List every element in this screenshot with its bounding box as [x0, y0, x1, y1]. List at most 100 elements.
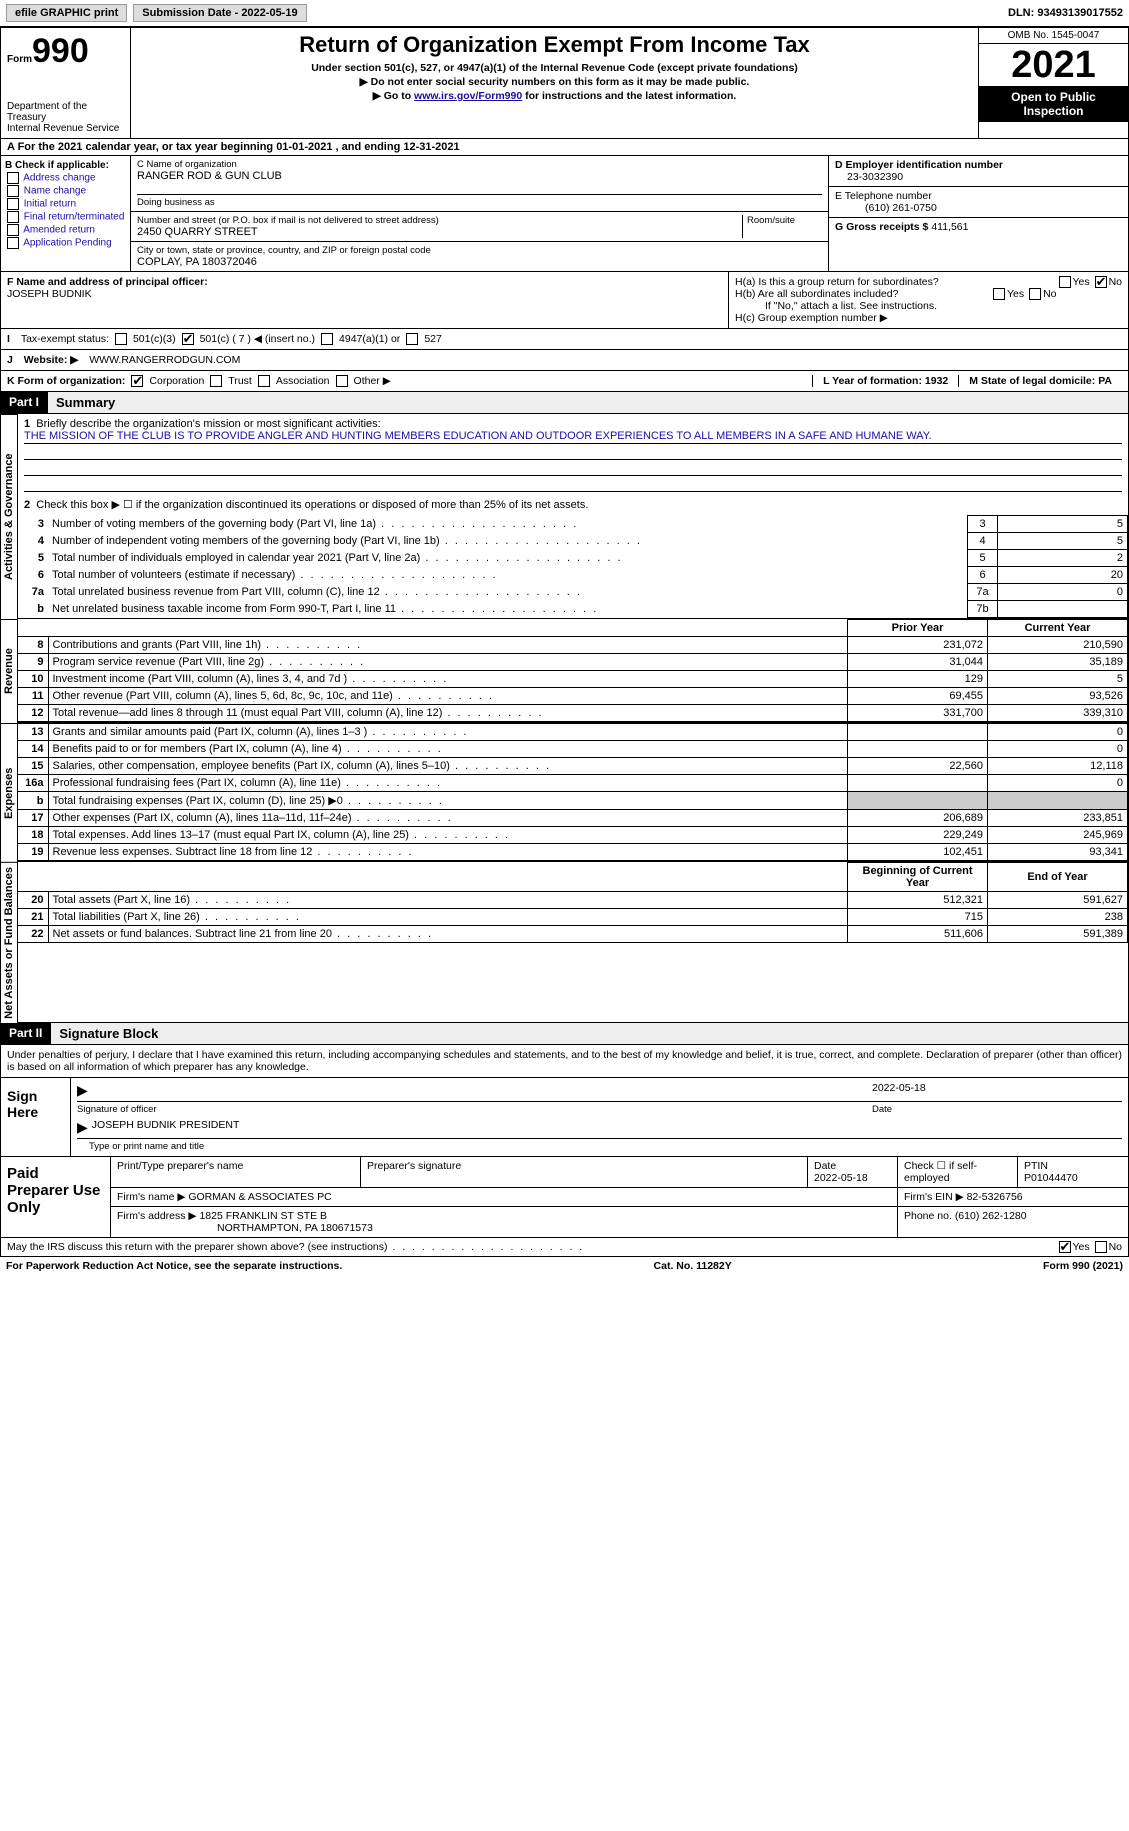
year-formation: L Year of formation: 1932	[812, 375, 958, 387]
k-label: K Form of organization:	[7, 375, 125, 387]
signature-block: Under penalties of perjury, I declare th…	[0, 1045, 1129, 1157]
table-row: 8 Contributions and grants (Part VIII, l…	[18, 637, 1128, 654]
preparer-row-2: Firm's name ▶ GORMAN & ASSOCIATES PC Fir…	[111, 1188, 1128, 1207]
lbl-527: 527	[424, 333, 442, 345]
lbl-501c: 501(c) ( 7 ) ◀ (insert no.)	[200, 333, 315, 345]
prep-sig-label: Preparer's signature	[361, 1157, 808, 1187]
discuss-text: May the IRS discuss this return with the…	[7, 1241, 584, 1253]
table-row: 13 Grants and similar amounts paid (Part…	[18, 724, 1128, 741]
penalty-text: Under penalties of perjury, I declare th…	[1, 1045, 1128, 1078]
g-label: G Gross receipts $	[835, 221, 928, 233]
sub3-pre: ▶ Go to	[373, 90, 414, 102]
name-title-line: ▶ JOSEPH BUDNIK PRESIDENT	[77, 1117, 1122, 1139]
netassets-content: Beginning of Current Year End of Year 20…	[18, 862, 1129, 1023]
hb-no[interactable]: No	[1043, 288, 1056, 300]
e-label: E Telephone number	[835, 190, 932, 202]
firm-name: Firm's name ▶ GORMAN & ASSOCIATES PC	[111, 1188, 898, 1206]
hb-row: H(b) Are all subordinates included? Yes …	[735, 288, 1122, 300]
mission-blank-2	[24, 462, 1122, 476]
tax-year: 2021	[979, 44, 1128, 86]
preparer-row-3: Firm's address ▶ 1825 FRANKLIN ST STE B …	[111, 1207, 1128, 1237]
ha-row: H(a) Is this a group return for subordin…	[735, 276, 1122, 288]
paperwork: For Paperwork Reduction Act Notice, see …	[6, 1260, 342, 1272]
lbl-assoc: Association	[276, 375, 330, 387]
exempt-label: Tax-exempt status:	[21, 333, 109, 345]
discuss-yes-cb[interactable]	[1059, 1241, 1071, 1253]
preparer-grid: Print/Type preparer's name Preparer's si…	[111, 1157, 1128, 1237]
revenue-content: Prior Year Current Year 8 Contributions …	[18, 619, 1129, 723]
sig-date: 2022-05-18	[872, 1082, 1122, 1099]
cb-527[interactable]	[406, 333, 418, 345]
part-ii-bar: Part II Signature Block	[0, 1023, 1129, 1045]
table-row: 18 Total expenses. Add lines 13–17 (must…	[18, 827, 1128, 844]
cb-name-change[interactable]: Name change	[5, 185, 126, 197]
date-label: Date	[872, 1104, 1122, 1115]
submission-button[interactable]: Submission Date - 2022-05-19	[133, 4, 306, 22]
cb-app-pending[interactable]: Application Pending	[5, 237, 126, 249]
table-row: b Total fundraising expenses (Part IX, c…	[18, 792, 1128, 810]
q1: Briefly describe the organization's miss…	[36, 418, 380, 430]
cb-final-return[interactable]: Final return/terminated	[5, 211, 126, 223]
ha-yes[interactable]: Yes	[1073, 276, 1090, 288]
irs-link[interactable]: www.irs.gov/Form990	[414, 90, 522, 102]
org-name: RANGER ROD & GUN CLUB	[137, 170, 822, 182]
omb-number: OMB No. 1545-0047	[979, 28, 1128, 44]
arrow-icon-2: ▶	[77, 1119, 88, 1136]
expenses-section: Expenses 13 Grants and similar amounts p…	[0, 723, 1129, 862]
cb-4947[interactable]	[321, 333, 333, 345]
discuss-no-cb[interactable]	[1095, 1241, 1107, 1253]
revenue-table: Prior Year Current Year 8 Contributions …	[18, 619, 1128, 722]
cb-501c[interactable]	[182, 333, 194, 345]
part-i-bar: Part I Summary	[0, 392, 1129, 414]
print-name-label: Print/Type preparer's name	[111, 1157, 361, 1187]
row-a-tax-year: A For the 2021 calendar year, or tax yea…	[0, 139, 1129, 156]
expenses-content: 13 Grants and similar amounts paid (Part…	[18, 723, 1129, 862]
side-netassets: Net Assets or Fund Balances	[0, 862, 18, 1023]
i-label: I	[7, 333, 10, 345]
d-label: D Employer identification number	[835, 159, 1003, 171]
city-cell: City or town, state or province, country…	[131, 242, 828, 271]
preparer-row-1: Print/Type preparer's name Preparer's si…	[111, 1157, 1128, 1188]
part-ii-label: Part II	[1, 1023, 50, 1044]
ptin-cell: PTINP01044470	[1018, 1157, 1128, 1187]
efile-button[interactable]: efile GRAPHIC print	[6, 4, 127, 22]
gross-cell: G Gross receipts $ 411,561	[829, 218, 1128, 236]
side-expenses: Expenses	[0, 723, 18, 862]
table-row: 10 Investment income (Part VIII, column …	[18, 671, 1128, 688]
cb-address-change[interactable]: Address change	[5, 172, 126, 184]
cb-initial-return[interactable]: Initial return	[5, 198, 126, 210]
hb-yes[interactable]: Yes	[1007, 288, 1024, 300]
col-c-org-info: C Name of organization RANGER ROD & GUN …	[131, 156, 828, 271]
phone: (610) 261-0750	[835, 202, 937, 214]
table-row: 20 Total assets (Part X, line 16) 512,32…	[18, 892, 1128, 909]
tax-exempt-row: I Tax-exempt status: 501(c)(3) 501(c) ( …	[0, 329, 1129, 350]
discuss-no: No	[1109, 1241, 1122, 1253]
ha-no[interactable]: No	[1109, 276, 1122, 288]
cb-corp[interactable]	[131, 375, 143, 387]
dept-irs: Internal Revenue Service	[7, 123, 124, 134]
ein: 23-3032390	[835, 171, 903, 183]
firm-address: Firm's address ▶ 1825 FRANKLIN ST STE B …	[111, 1207, 898, 1237]
col-b-header: B Check if applicable:	[5, 160, 109, 171]
cb-trust[interactable]	[210, 375, 222, 387]
cb-other[interactable]	[336, 375, 348, 387]
cb-assoc[interactable]	[258, 375, 270, 387]
side-activities: Activities & Governance	[0, 414, 18, 619]
table-row: 22 Net assets or fund balances. Subtract…	[18, 926, 1128, 943]
form-number: Form990	[7, 32, 124, 71]
cb-501c3[interactable]	[115, 333, 127, 345]
gov-line: 6 Total number of volunteers (estimate i…	[18, 567, 1128, 584]
paid-preparer-label: Paid Preparer Use Only	[1, 1157, 111, 1237]
sign-here-row: Sign Here ▶ 2022-05-18 Signature of offi…	[1, 1078, 1128, 1156]
ha-label: H(a) Is this a group return for subordin…	[735, 276, 939, 288]
sign-here-content: ▶ 2022-05-18 Signature of officer Date ▶…	[71, 1078, 1128, 1156]
mission-blank-3	[24, 478, 1122, 492]
gov-line: 3 Number of voting members of the govern…	[18, 516, 1128, 533]
ein-cell: D Employer identification number 23-3032…	[829, 156, 1128, 187]
subtitle-2: ▶ Do not enter social security numbers o…	[137, 76, 972, 88]
begin-year-header: Beginning of Current Year	[848, 863, 988, 892]
lbl-4947: 4947(a)(1) or	[339, 333, 400, 345]
lbl-other: Other ▶	[354, 375, 391, 387]
city: COPLAY, PA 180372046	[137, 256, 822, 268]
cb-amended[interactable]: Amended return	[5, 224, 126, 236]
